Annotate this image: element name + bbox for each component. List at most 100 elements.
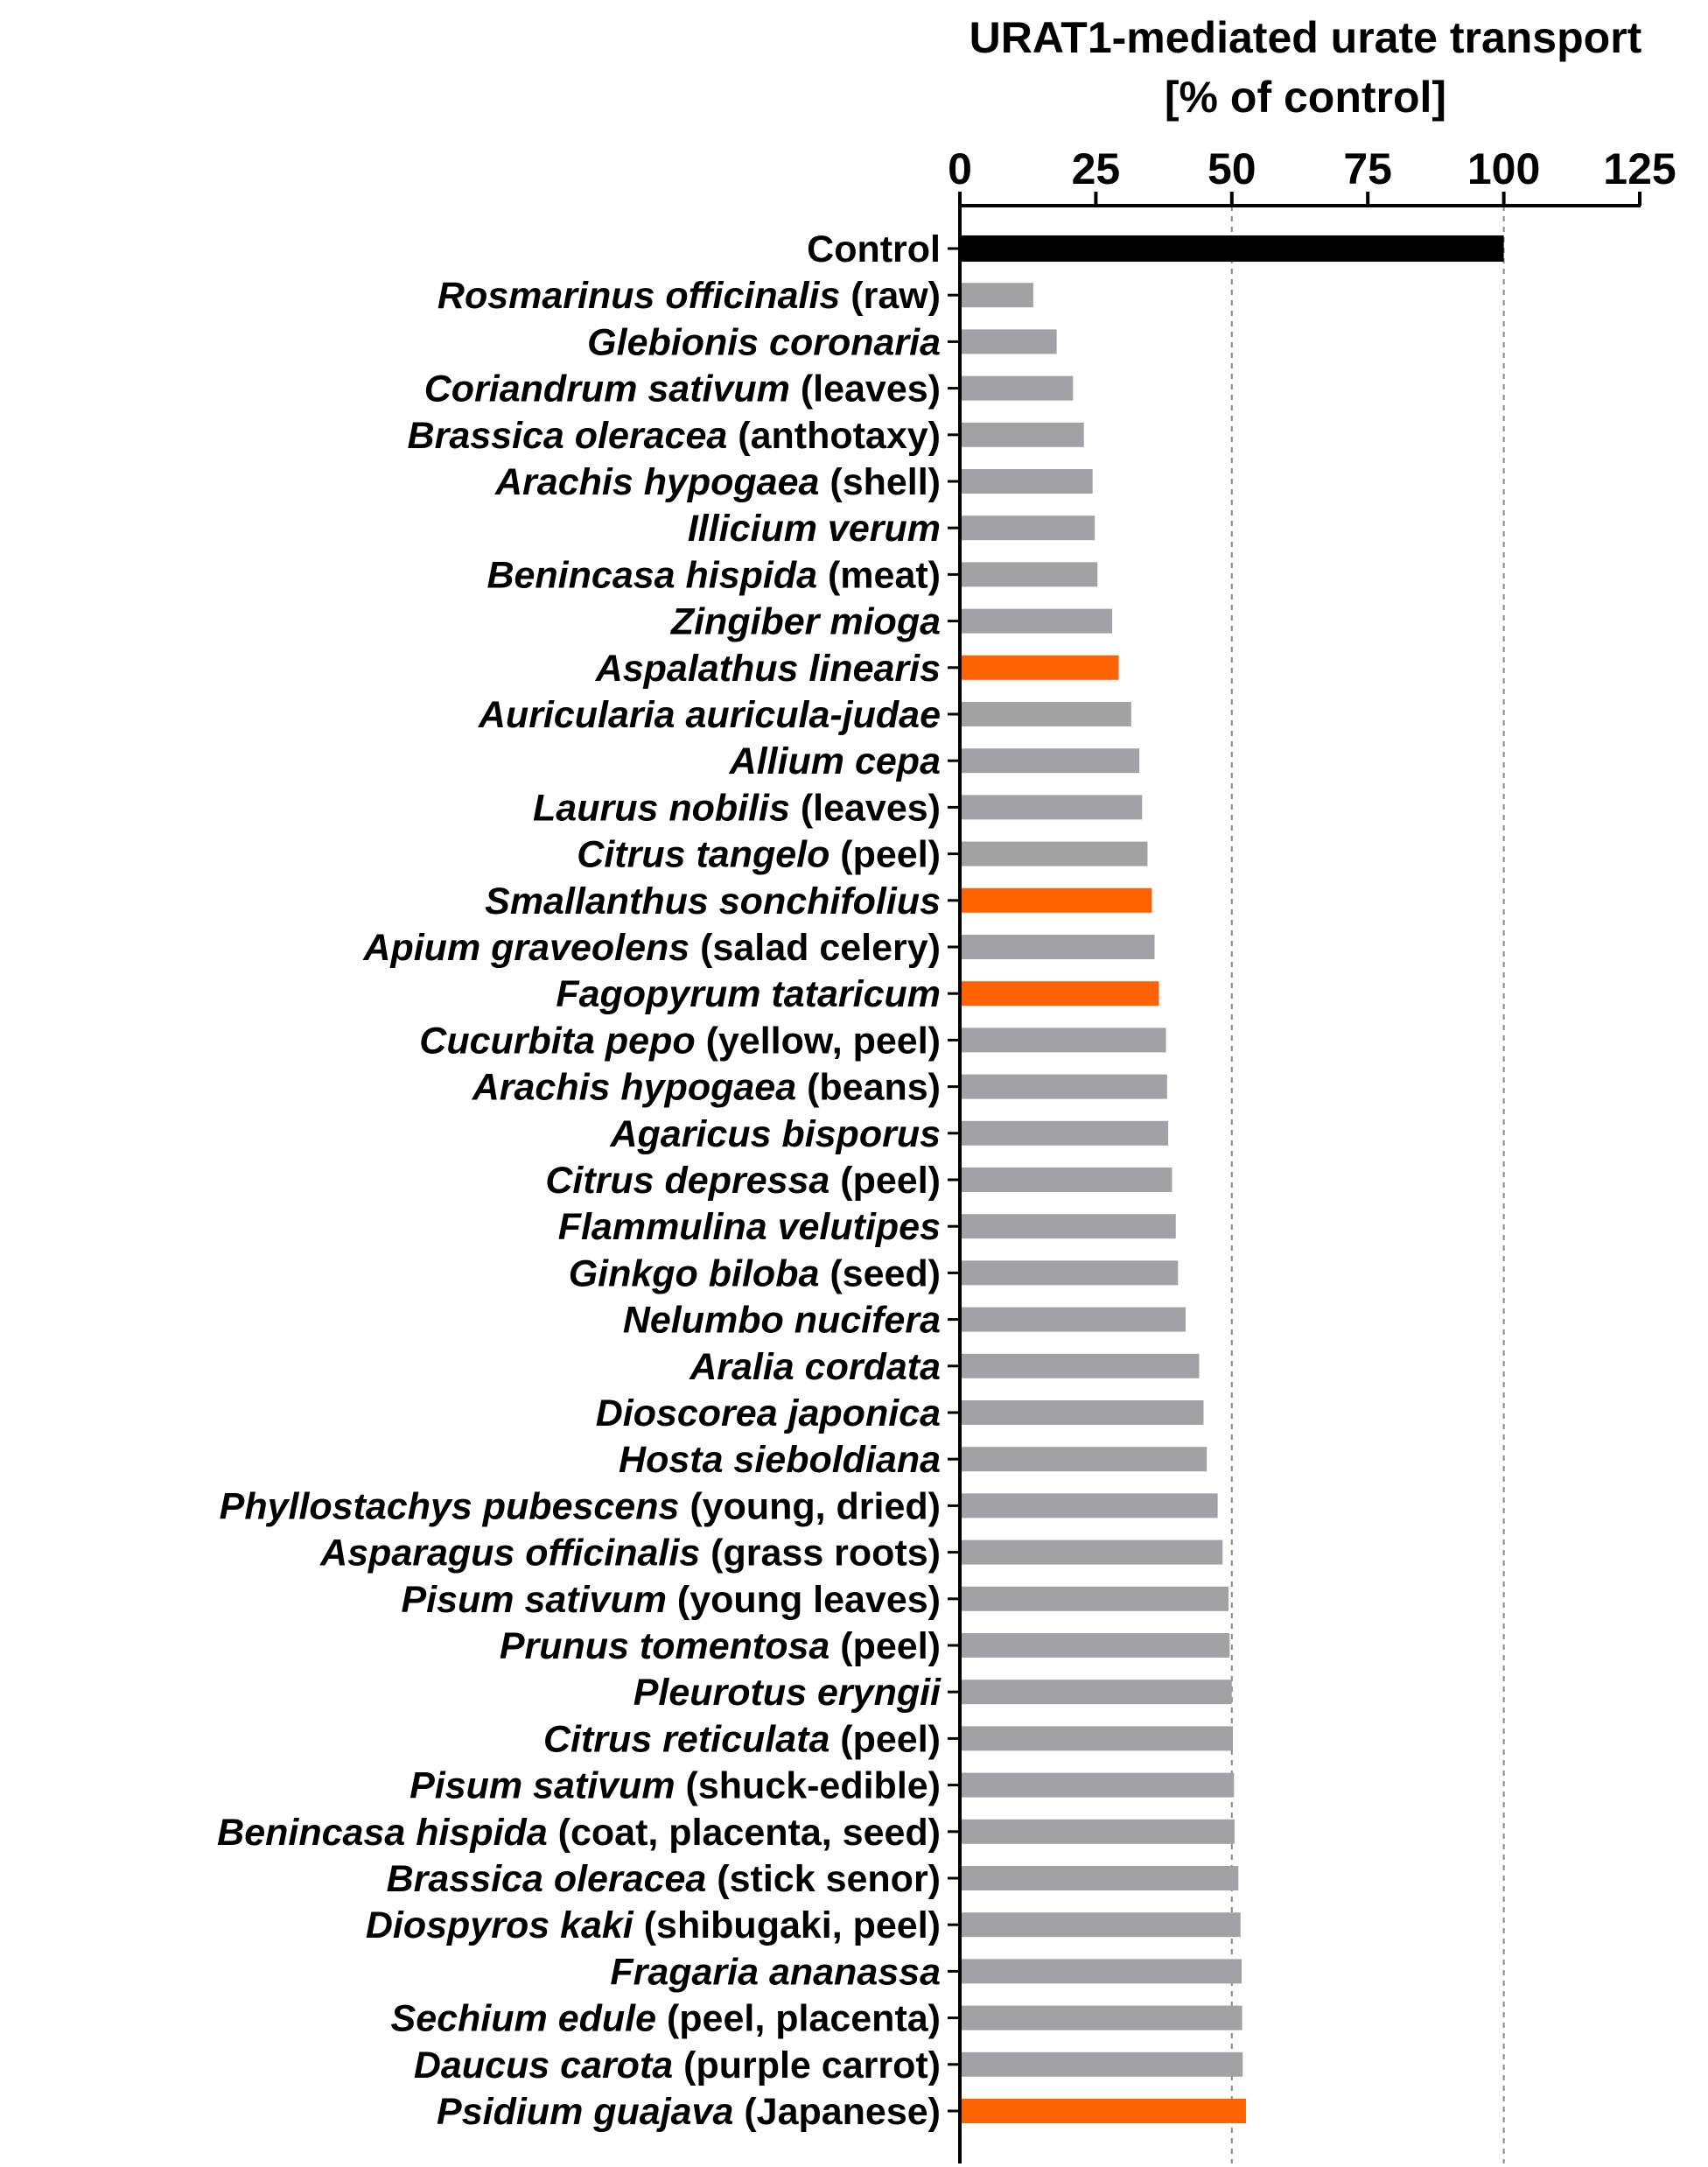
category-label-30: Prunus tomentosa (peel) [500,1625,941,1667]
bar-1 [960,283,1033,308]
category-label-italic-33: Pisum sativum [410,1765,676,1807]
category-label-9: Aspalathus linearis [595,648,941,690]
category-label-italic-5: Arachis hypogaea [494,461,819,503]
category-label-0: Control [807,228,941,270]
x-tick-label-3: 75 [1343,144,1392,193]
category-label-plain-20: (peel) [830,1160,941,1202]
category-label-6: Illicium verum [688,508,941,550]
category-label-15: Apium graveolens (salad celery) [362,927,941,969]
category-label-plain-36: (shibugaki, peel) [634,1904,941,1946]
bar-28 [960,1539,1223,1565]
bar-17 [960,1027,1166,1053]
category-label-38: Sechium edule (peel, placenta) [391,1998,941,2040]
category-label-italic-39: Daucus carota [414,2044,673,2086]
bar-39 [960,2051,1243,2077]
category-label-31: Pleurotus eryngii [634,1672,942,1714]
bar-2 [960,329,1057,354]
category-label-plain-7: (meat) [817,554,941,596]
bar-18 [960,1074,1167,1099]
category-label-italic-37: Fragaria ananassa [610,1951,941,1993]
reference-lines [1230,206,1505,2163]
category-label-19: Agaricus bisporus [609,1113,941,1155]
category-label-italic-13: Citrus tangelo [577,834,830,876]
category-label-plain-13: (peel) [830,834,941,876]
bar-25 [960,1400,1204,1425]
bar-15 [960,935,1155,959]
bar-30 [960,1633,1230,1658]
bar-37 [960,1959,1242,1984]
x-tick-label-0: 0 [948,144,972,193]
bar-13 [960,841,1148,866]
bar-32 [960,1726,1234,1751]
bar-26 [960,1447,1208,1472]
category-label-plain-4: (anthotaxy) [727,415,941,457]
category-label-italic-30: Prunus tomentosa [500,1625,830,1667]
category-label-plain-28: (grass roots) [700,1532,941,1574]
bar-33 [960,1772,1235,1798]
category-label-plain-15: (salad celery) [690,927,941,969]
category-label-italic-24: Aralia cordata [689,1346,941,1388]
category-label-14: Smallanthus sonchifolius [485,880,941,922]
category-label-1: Rosmarinus officinalis (raw) [438,275,941,317]
category-label-italic-29: Pisum sativum [401,1579,667,1621]
x-axis: 0 25 50 75 100 125 [948,144,1676,2163]
category-label-italic-2: Glebionis coronaria [587,321,941,363]
category-label-italic-17: Cucurbita pepo [419,1020,695,1062]
category-label-8: Zingiber mioga [669,601,941,643]
category-label-33: Pisum sativum (shuck-edible) [410,1765,941,1807]
bar-27 [960,1493,1218,1518]
bar-36 [960,1912,1241,1938]
category-label-18: Arachis hypogaea (beans) [472,1067,941,1109]
category-label-italic-6: Illicium verum [688,508,941,550]
category-label-italic-35: Brassica oleracea [387,1858,707,1900]
category-label-plain-18: (beans) [796,1067,941,1109]
bar-23 [960,1307,1186,1332]
category-label-italic-18: Arachis hypogaea [472,1067,796,1109]
category-label-13: Citrus tangelo (peel) [577,834,941,876]
category-label-23: Nelumbo nucifera [623,1300,941,1342]
category-label-32: Citrus reticulata (peel) [543,1718,941,1760]
category-label-plain-17: (yellow, peel) [696,1020,941,1062]
category-label-italic-11: Allium cepa [729,740,941,782]
category-label-italic-16: Fagopyrum tataricum [556,973,941,1015]
bar-24 [960,1353,1200,1378]
category-label-plain-30: (peel) [830,1625,941,1667]
bar-19 [960,1120,1169,1146]
bar-9 [960,655,1119,680]
category-label-plain-22: (seed) [819,1252,941,1294]
category-label-7: Benincasa hispida (meat) [486,554,941,596]
category-label-29: Pisum sativum (young leaves) [401,1579,941,1621]
bar-21 [960,1214,1176,1239]
category-label-italic-7: Benincasa hispida [486,554,817,596]
bar-3 [960,375,1074,401]
category-label-28: Asparagus officinalis (grass roots) [319,1532,941,1574]
category-label-italic-26: Hosta sieboldiana [619,1439,941,1481]
category-label-12: Laurus nobilis (leaves) [533,787,941,829]
chart-title-line-1: URAT1-mediated urate transport [970,13,1642,62]
category-label-italic-20: Citrus depressa [545,1160,830,1202]
category-label-21: Flammulina velutipes [558,1206,941,1248]
category-label-italic-22: Ginkgo biloba [569,1252,820,1294]
category-label-plain-39: (purple carrot) [673,2044,941,2086]
category-label-italic-21: Flammulina velutipes [558,1206,941,1248]
category-label-plain-34: (coat, placenta, seed) [548,1812,941,1854]
category-label-italic-9: Aspalathus linearis [595,648,941,690]
bar-20 [960,1168,1172,1192]
category-label-10: Auricularia auricula-judae [478,694,941,736]
category-label-italic-14: Smallanthus sonchifolius [485,880,941,922]
bar-38 [960,2005,1242,2030]
chart-title-line-2: [% of control] [1165,73,1446,122]
category-label-plain-3: (leaves) [790,368,941,410]
bar-7 [960,562,1098,587]
bar-4 [960,422,1084,447]
bar-8 [960,608,1113,634]
category-label-plain-0: Control [807,228,941,270]
category-label-5: Arachis hypogaea (shell) [494,461,941,503]
bar-29 [960,1586,1229,1611]
category-label-35: Brassica oleracea (stick senor) [387,1858,941,1900]
category-label-4: Brassica oleracea (anthotaxy) [408,415,941,457]
category-labels: Control Rosmarinus officinalis (raw)Glebi… [217,228,960,2133]
category-label-plain-38: (peel, placenta) [656,1998,941,2040]
category-label-italic-12: Laurus nobilis [533,787,790,829]
bar-34 [960,1819,1235,1844]
